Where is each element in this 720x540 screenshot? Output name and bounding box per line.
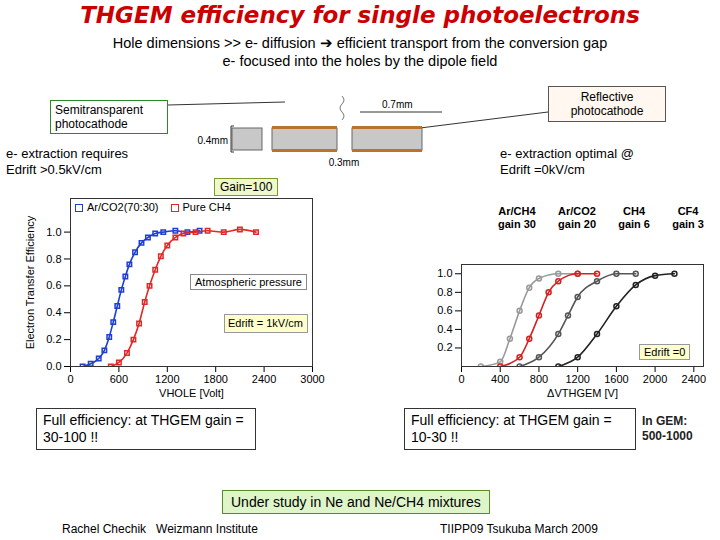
svg-text:0.4: 0.4	[46, 306, 61, 318]
svg-text:0.4: 0.4	[437, 323, 452, 335]
html-text:Edrift =0: Edrift =0	[644, 346, 686, 358]
svg-text:1600: 1600	[604, 373, 628, 385]
html-text:Atmospheric pressure: Atmospheric pressure	[195, 276, 302, 288]
svg-text:2000: 2000	[643, 373, 667, 385]
html-text:Edrift >0.5kV/cm: Edrift >0.5kV/cm	[6, 162, 102, 177]
html-text:Ar/CO2(70:30): Ar/CO2(70:30)	[87, 201, 159, 213]
html-text:gain 3: gain 3	[672, 218, 704, 230]
html-text:In GEM:: In GEM:	[642, 414, 688, 428]
html-text:THGEM efficiency for single ph: THGEM efficiency for single photoelectro…	[80, 2, 640, 28]
html-text:CF4: CF4	[677, 205, 699, 217]
html-text:500-1000: 500-1000	[642, 429, 693, 443]
html-text:Pure CH4: Pure CH4	[182, 201, 231, 213]
svg-text:1200: 1200	[155, 373, 179, 385]
html-text:e- extraction optimal @: e- extraction optimal @	[500, 146, 634, 161]
html-text:TIIPP09 Tsukuba March 2009: TIIPP09 Tsukuba March 2009	[440, 522, 598, 536]
html-text:gain 6: gain 6	[618, 218, 650, 230]
html-text:Edrift = 1kV/cm: Edrift = 1kV/cm	[228, 317, 303, 329]
html-text:Reflective photocathode: Reflective photocathode	[570, 90, 644, 118]
html-text:Semitransparent photocathode: Semitransparent photocathode	[55, 103, 143, 131]
html-text:Rachel Chechik Weizmann Instit: Rachel Chechik Weizmann Institute	[62, 522, 258, 536]
svg-text:1.0: 1.0	[437, 267, 452, 279]
svg-text:0.3mm: 0.3mm	[329, 157, 360, 168]
html-text:Hole dimensions >> e- diffusio: Hole dimensions >> e- diffusion ➔ effici…	[112, 35, 608, 51]
html-text:gain 30: gain 30	[498, 218, 536, 230]
svg-text:VHOLE [Volt]: VHOLE [Volt]	[159, 387, 224, 399]
svg-text:0.6: 0.6	[437, 304, 452, 316]
svg-text:1200: 1200	[565, 373, 589, 385]
svg-text:1800: 1800	[203, 373, 227, 385]
svg-text:0: 0	[67, 373, 73, 385]
svg-text:3000: 3000	[300, 373, 324, 385]
html-text:Ar/CH4: Ar/CH4	[498, 205, 536, 217]
svg-text:800: 800	[530, 373, 548, 385]
svg-text:2400: 2400	[682, 373, 706, 385]
html-text:Edrift =0kV/cm: Edrift =0kV/cm	[500, 162, 585, 177]
html-text:e- extraction requires: e- extraction requires	[6, 146, 129, 161]
svg-text:0.4mm: 0.4mm	[197, 135, 228, 146]
svg-text:ΔVTHGEM [V]: ΔVTHGEM [V]	[547, 387, 618, 399]
svg-text:0.2: 0.2	[46, 333, 61, 345]
svg-text:0.6: 0.6	[46, 279, 61, 291]
svg-text:0: 0	[458, 373, 464, 385]
svg-text:Electron Transfer Efficiency: Electron Transfer Efficiency	[24, 215, 36, 349]
svg-text:0.0: 0.0	[46, 360, 61, 372]
html-text:Full efficiency: at THGEM gain: Full efficiency: at THGEM gain = 30-100 …	[43, 412, 244, 445]
svg-text:1.0: 1.0	[46, 226, 61, 238]
svg-text:0.8: 0.8	[46, 253, 61, 265]
svg-text:2400: 2400	[252, 373, 276, 385]
html-text:Full efficiency: at THGEM gain: Full efficiency: at THGEM gain = 10-30 !…	[411, 412, 612, 445]
svg-text:0.2: 0.2	[437, 341, 452, 353]
svg-text:600: 600	[110, 373, 128, 385]
svg-text:0.7mm: 0.7mm	[382, 99, 413, 110]
html-text:gain 20: gain 20	[558, 218, 596, 230]
svg-text:400: 400	[491, 373, 509, 385]
html-text:CH4: CH4	[623, 205, 646, 217]
html-text:e- focused into the holes by t: e- focused into the holes by the dipole …	[222, 53, 498, 69]
svg-text:0.8: 0.8	[437, 286, 452, 298]
html-text:Under study in Ne and Ne/CH4 m: Under study in Ne and Ne/CH4 mixtures	[231, 494, 481, 510]
html-text:Gain=100: Gain=100	[220, 180, 273, 194]
html-text:Ar/CO2: Ar/CO2	[558, 205, 596, 217]
